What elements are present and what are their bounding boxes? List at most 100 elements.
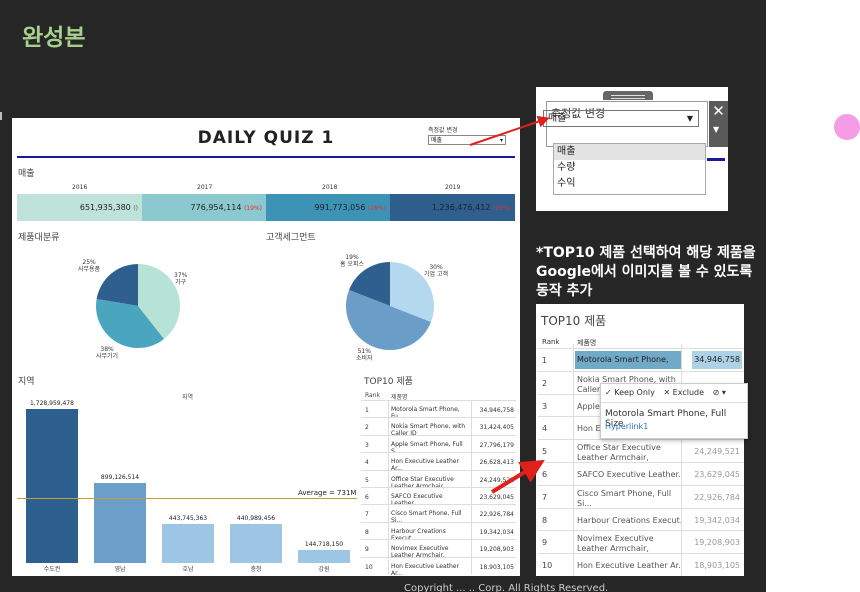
kpi-card[interactable]: 651,935,380 () — [17, 194, 142, 221]
table-row[interactable]: 8 Harbour Creations Execut... 19,342,034 — [538, 507, 744, 532]
bar[interactable] — [162, 523, 214, 563]
pie-pct: 25% — [82, 259, 96, 266]
table-row[interactable]: 4 Hon Executive Leather Ar... 26,628,413 — [361, 452, 516, 473]
row-name: Office Star Executive Leather Armchair, … — [577, 443, 661, 463]
row-rank: 2 — [365, 424, 369, 432]
segment-pie[interactable] — [346, 262, 434, 350]
tooltip-actions: ✓ Keep Only ✕ Exclude ⊘ ▾ — [605, 388, 732, 397]
table-row[interactable]: 2 Nokia Smart Phone, with Caller ID 31,424… — [361, 417, 516, 438]
param-option[interactable]: 수익 — [557, 178, 576, 189]
bar[interactable] — [298, 550, 350, 563]
param-option[interactable]: 수량 — [557, 162, 576, 173]
table-row[interactable]: 8 Harbour Creations Execut... 19,342,034 — [361, 521, 516, 542]
table-row[interactable]: 2 Nokia Smart Phone, with Caller — [538, 370, 744, 395]
kpi-growth: () — [133, 205, 138, 212]
close-icon[interactable]: ✕ — [712, 102, 725, 120]
table-row[interactable]: 3 Apple Smart Phone, Full S... 27,796,179 — [361, 434, 516, 455]
row-value: 23,629,045 — [694, 470, 740, 479]
row-value: 19,208,903 — [479, 546, 514, 554]
action-tooltip: ✓ Keep Only ✕ Exclude ⊘ ▾ Motorola Smart… — [600, 383, 748, 439]
row-name: Hon Executive Leather Ar... — [577, 561, 681, 571]
bar-value-label: 899,126,514 — [100, 474, 140, 482]
table-row[interactable]: 5 Office Star Executive Leather Armchair,… — [538, 439, 744, 463]
row-name: Apple — [577, 401, 600, 411]
link-icon[interactable]: ⊘ ▾ — [712, 388, 726, 397]
title-divider — [17, 156, 515, 158]
pie-label: 30% 기업 고객 — [424, 264, 448, 278]
table-row[interactable]: 7 Cisco Smart Phone, Full Si... 22,926,784 — [361, 504, 516, 524]
kpi-card[interactable]: 776,954,114 (19%) — [142, 194, 266, 221]
sales-label: 매출 — [18, 169, 35, 179]
bar[interactable] — [230, 523, 282, 563]
pie-label: 38% 사무기기 — [96, 346, 118, 360]
kpi-growth: (25%) — [492, 205, 511, 212]
exclude-button[interactable]: ✕ Exclude — [663, 388, 705, 397]
param-dropdown[interactable]: 매출 ▾ — [428, 135, 506, 145]
kpi-value: 776,954,114 — [190, 203, 242, 212]
edge-mark — [0, 112, 2, 120]
row-rank: 3 — [365, 441, 369, 449]
pie-cat: 사무용품 — [78, 266, 101, 273]
row-name: SAFCO Executive Leather... — [391, 493, 443, 507]
row-value: 19,342,034 — [479, 528, 514, 536]
slide: 완성본 DAILY QUIZ 1 측정값 변경 매출 ▾ 매출 2016 201… — [0, 0, 766, 592]
average-label: Average = 731M — [298, 489, 357, 498]
kpi-growth: (19%) — [243, 205, 262, 212]
table-row[interactable]: 5 Office Star Executive Leather Armchair,… — [361, 469, 516, 490]
table-row[interactable]: 10 Hon Executive Leather Ar... 18,903,105 — [361, 556, 516, 576]
arrow-to-param-popup — [469, 115, 550, 146]
row-rank: 1 — [542, 356, 548, 365]
row-rank: 7 — [365, 511, 369, 519]
bar-category-label: 영남 — [114, 566, 126, 573]
table-row[interactable]: 9 Novimex Executive Leather Armchair, Adj… — [361, 539, 516, 559]
pie-slice-consumer — [346, 290, 431, 350]
pie-pct: 38% — [100, 346, 114, 353]
param-select-value: 매출 — [548, 113, 567, 124]
bar-value-label: 1,728,959,478 — [30, 400, 74, 408]
bar-category-label: 강원 — [318, 566, 330, 573]
kpi-year: 2019 — [445, 184, 461, 191]
bar[interactable] — [26, 409, 78, 563]
table-row[interactable]: 9 Novimex Executive Leather Armchair, Adj… — [538, 530, 744, 554]
pie-slice-furniture — [138, 264, 180, 339]
pie-slice-home-office — [349, 262, 390, 306]
category-pie[interactable] — [96, 264, 180, 348]
drag-handle[interactable] — [603, 91, 653, 100]
table-row[interactable]: 1 Motorola Smart Phone, Fu... 34,946,758 — [538, 348, 744, 372]
keep-only-button[interactable]: ✓ Keep Only — [605, 388, 655, 397]
pie-slice-equipment — [96, 299, 164, 348]
table-row[interactable]: 6 SAFCO Executive Leather... 23,629,045 — [361, 487, 516, 507]
param-options-list: 매출 수량 수익 — [553, 143, 706, 195]
average-line — [17, 498, 357, 500]
bar[interactable] — [94, 483, 146, 563]
row-name: Harbour Creations Execut... — [391, 527, 446, 542]
row-name: Nokia Smart Phone, with Caller ID — [391, 423, 466, 438]
name-header: 제품명 — [577, 339, 597, 347]
kpi-card[interactable]: 1,236,476,412 (25%) — [390, 194, 515, 221]
dashboard-title: DAILY QUIZ 1 — [197, 128, 335, 148]
row-rank: 8 — [365, 528, 369, 536]
row-rank: 8 — [542, 515, 548, 525]
hyperlink-action[interactable]: Hyperlink1 — [605, 422, 649, 431]
row-name: Hon Executive Leather Ar... — [391, 458, 459, 473]
kpi-card[interactable]: 991,773,056 (28%) — [266, 194, 390, 221]
table-row[interactable]: 1 Motorola Smart Phone, Fu... 34,946,758 — [361, 400, 516, 420]
kpi-year: 2018 — [322, 184, 338, 191]
param-dropdown-value: 매출 — [431, 137, 443, 144]
param-label: 측정값 변경 — [428, 127, 458, 134]
param-option[interactable]: 매출 — [554, 144, 705, 160]
table-row[interactable]: 10 Hon Executive Leather Ar... 18,903,105 — [538, 553, 744, 576]
row-rank: 4 — [365, 459, 369, 467]
row-name: SAFCO Executive Leather... — [577, 470, 681, 479]
row-name: Nokia Smart Phone, with Caller — [577, 374, 676, 394]
bar-category-label: 수도권 — [43, 566, 61, 573]
pie-cat: 소비자 — [356, 355, 373, 362]
param-popup: 측정값 변경 매출 ▼ ✕ ▼ 매출 수량 수익 — [536, 87, 728, 211]
kpi-value: 991,773,056 — [314, 203, 366, 212]
caret-down-icon[interactable]: ▼ — [713, 125, 720, 134]
bar-category-label: 충청 — [250, 566, 262, 573]
top10-zoom-panel: TOP10 제품 Rank 제품명 1 Motorola Smart Phone,… — [536, 304, 744, 576]
pie-cat: 사무기기 — [96, 353, 119, 360]
table-row[interactable]: 7 Cisco Smart Phone, Full Si... 22,926,784 — [538, 484, 744, 509]
row-value: 19,342,034 — [694, 515, 740, 525]
